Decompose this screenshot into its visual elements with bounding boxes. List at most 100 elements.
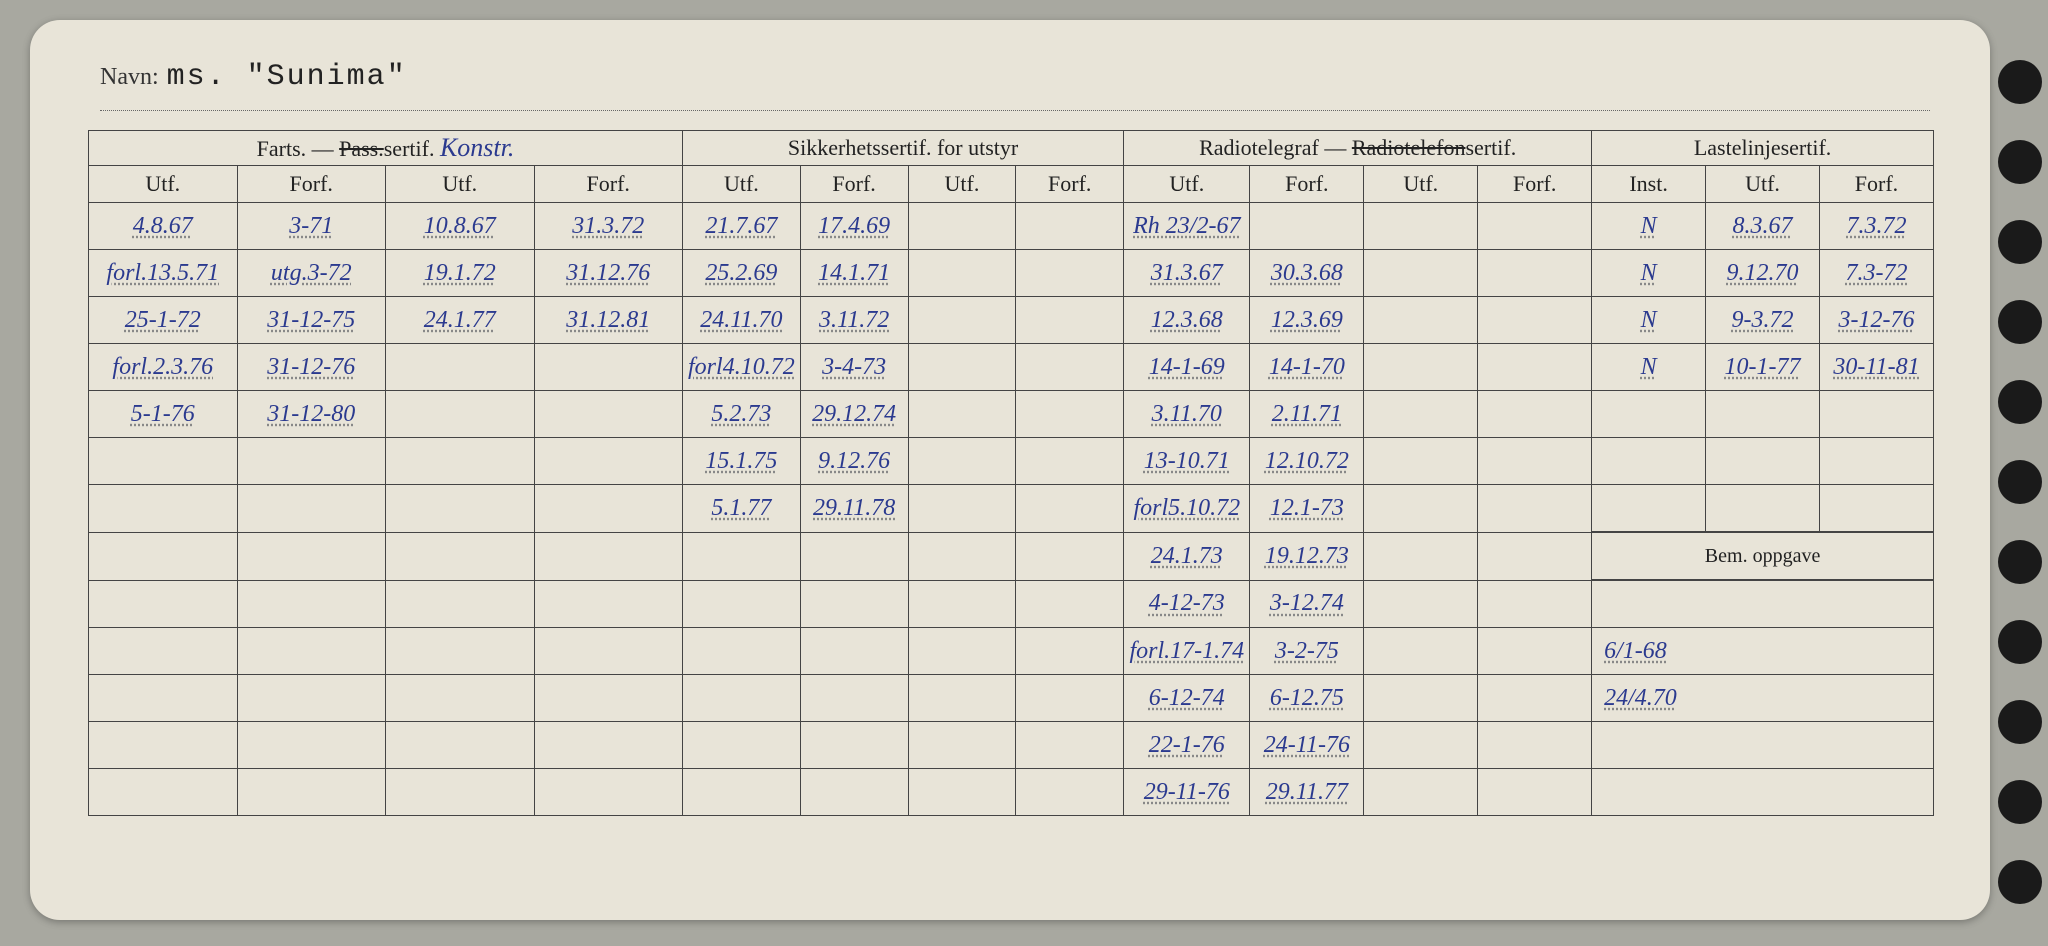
cell-farts-utf2: 24.1.77 [386, 297, 535, 344]
cell-radio-forf2 [1478, 250, 1592, 297]
cell-farts-utf1 [89, 722, 238, 769]
cell-radio-forf2 [1478, 532, 1592, 580]
col-forf: Forf. [1478, 166, 1592, 203]
cell-radio-utf1: 13-10.71 [1124, 438, 1250, 485]
cell-last-utf: 9.12.70 [1706, 250, 1820, 297]
cell-sik-utf1 [683, 722, 801, 769]
cell-farts-utf1: forl.2.3.76 [89, 344, 238, 391]
name-value: ms. "Sunima" [167, 60, 407, 94]
cell-sik-forf1: 29.12.74 [800, 391, 908, 438]
cell-farts-utf2 [386, 722, 535, 769]
group-farts: Farts. — Pass.sertif. Konstr. [89, 131, 683, 166]
cell-farts-forf1 [237, 532, 386, 580]
cell-farts-utf1 [89, 438, 238, 485]
cell-sik-utf1: 15.1.75 [683, 438, 801, 485]
cell-farts-utf2 [386, 769, 535, 816]
cell-farts-forf2 [534, 628, 683, 675]
cell-farts-forf1 [237, 675, 386, 722]
cell-farts-forf2 [534, 532, 683, 580]
cell-radio-utf1: 12.3.68 [1124, 297, 1250, 344]
table-row: 29-11-7629.11.77 [89, 769, 1934, 816]
cell-last-inst [1592, 391, 1706, 438]
cell-sik-forf2 [1016, 438, 1124, 485]
cell-radio-utf2 [1364, 203, 1478, 250]
cell-sik-forf1: 9.12.76 [800, 438, 908, 485]
cell-sik-forf1 [800, 532, 908, 580]
cell-sik-utf2 [908, 769, 1016, 816]
cell-sik-forf2 [1016, 769, 1124, 816]
cell-last-inst: N [1592, 250, 1706, 297]
cell-sik-utf1 [683, 532, 801, 580]
cell-sik-utf2 [908, 203, 1016, 250]
cell-farts-forf2 [534, 485, 683, 533]
cell-radio-forf1: 24-11-76 [1250, 722, 1364, 769]
cell-radio-utf1: 4-12-73 [1124, 580, 1250, 628]
cell-sik-forf2 [1016, 344, 1124, 391]
cell-farts-forf1: 31-12-76 [237, 344, 386, 391]
cell-radio-forf2 [1478, 722, 1592, 769]
cell-sik-utf1: 21.7.67 [683, 203, 801, 250]
cell-bem [1592, 722, 1934, 769]
cell-sik-forf1: 14.1.71 [800, 250, 908, 297]
cell-farts-forf1: 3-71 [237, 203, 386, 250]
cell-radio-forf1: 12.10.72 [1250, 438, 1364, 485]
cell-sik-utf1 [683, 580, 801, 628]
hole-icon [1998, 700, 2042, 744]
cell-radio-utf1: 22-1-76 [1124, 722, 1250, 769]
hole-icon [1998, 220, 2042, 264]
cell-radio-forf2 [1478, 438, 1592, 485]
cell-sik-forf2 [1016, 722, 1124, 769]
cell-farts-forf2 [534, 675, 683, 722]
cell-last-inst: N [1592, 297, 1706, 344]
cell-radio-utf2 [1364, 391, 1478, 438]
cell-radio-utf2 [1364, 438, 1478, 485]
cell-last-inst [1592, 438, 1706, 485]
cell-radio-utf1: 14-1-69 [1124, 344, 1250, 391]
cell-farts-forf1 [237, 485, 386, 533]
cell-farts-forf1: 31-12-80 [237, 391, 386, 438]
cell-radio-utf1: 29-11-76 [1124, 769, 1250, 816]
cell-last-inst: N [1592, 344, 1706, 391]
cell-farts-utf1 [89, 580, 238, 628]
cell-last-inst: N [1592, 203, 1706, 250]
col-utf: Utf. [683, 166, 801, 203]
cell-last-utf [1706, 391, 1820, 438]
cell-bem: 24/4.70 [1592, 675, 1934, 722]
cell-last-forf [1819, 485, 1933, 533]
cell-sik-forf1 [800, 580, 908, 628]
cell-sik-utf1 [683, 628, 801, 675]
cell-farts-utf1 [89, 485, 238, 533]
cell-sik-utf1: forl4.10.72 [683, 344, 801, 391]
hole-icon [1998, 460, 2042, 504]
cell-farts-forf2 [534, 391, 683, 438]
cell-last-inst [1592, 485, 1706, 533]
cell-farts-utf2 [386, 628, 535, 675]
cell-radio-forf2 [1478, 297, 1592, 344]
cell-radio-forf1: 3-12.74 [1250, 580, 1364, 628]
cell-farts-forf2 [534, 722, 683, 769]
cell-sik-utf2 [908, 250, 1016, 297]
cell-radio-forf2 [1478, 628, 1592, 675]
cell-radio-utf2 [1364, 297, 1478, 344]
cell-radio-forf1: 12.3.69 [1250, 297, 1364, 344]
cell-radio-forf1: 12.1-73 [1250, 485, 1364, 533]
table-row: 5-1-7631-12-805.2.7329.12.743.11.702.11.… [89, 391, 1934, 438]
table-row: forl.13.5.71utg.3-7219.1.7231.12.7625.2.… [89, 250, 1934, 297]
cell-sik-forf1: 17.4.69 [800, 203, 908, 250]
cell-farts-forf1 [237, 580, 386, 628]
cell-farts-utf2 [386, 391, 535, 438]
col-utf: Utf. [908, 166, 1016, 203]
cell-sik-utf2 [908, 438, 1016, 485]
cell-last-utf [1706, 485, 1820, 533]
cell-radio-utf2 [1364, 485, 1478, 533]
cell-sik-utf2 [908, 580, 1016, 628]
cell-farts-forf2: 31.12.76 [534, 250, 683, 297]
cell-radio-utf1: 31.3.67 [1124, 250, 1250, 297]
index-card: Navn: ms. "Sunima" Farts. — Pass.sertif.… [30, 20, 1990, 920]
cell-radio-utf1: 3.11.70 [1124, 391, 1250, 438]
cell-sik-utf2 [908, 485, 1016, 533]
cell-radio-utf1: forl.17-1.74 [1124, 628, 1250, 675]
table-row: 4.8.673-7110.8.6731.3.7221.7.6717.4.69Rh… [89, 203, 1934, 250]
group-sikkerhet: Sikkerhetssertif. for utstyr [683, 131, 1124, 166]
cell-sik-utf2 [908, 628, 1016, 675]
